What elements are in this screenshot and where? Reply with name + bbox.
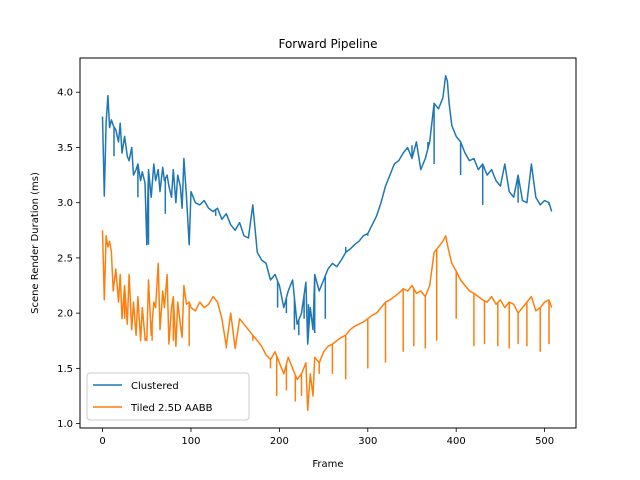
x-tick-label: 0 <box>99 436 105 447</box>
x-axis: 0 100 200 300 400 500 <box>99 428 554 447</box>
y-tick-label: 3.5 <box>57 143 73 154</box>
x-axis-label: Frame <box>312 459 343 470</box>
series-line-clustered <box>101 74 553 345</box>
legend-box <box>86 372 250 421</box>
y-tick-label: 4.0 <box>57 88 73 99</box>
x-tick-label: 200 <box>270 436 289 447</box>
y-tick-label: 2.5 <box>57 253 73 264</box>
legend-label-tiled-2-5d-aabb: Tiled 2.5D AABB <box>130 403 213 414</box>
x-tick-label: 400 <box>447 436 466 447</box>
x-tick-label: 500 <box>535 436 554 447</box>
y-tick-label: 3.0 <box>57 198 73 209</box>
y-axis-label: Scene Render Duration (ms) <box>30 172 41 314</box>
x-tick-label: 100 <box>181 436 200 447</box>
y-tick-label: 2.0 <box>57 309 73 320</box>
y-axis: 1.0 1.5 2.0 2.5 3.0 3.5 4.0 <box>57 88 80 430</box>
chart-title: Forward Pipeline <box>278 37 377 51</box>
x-tick-label: 300 <box>358 436 377 447</box>
legend-label-clustered: Clustered <box>131 381 179 392</box>
plot-lines <box>101 74 553 412</box>
legend: Clustered Tiled 2.5D AABB <box>86 372 250 421</box>
y-tick-label: 1.0 <box>57 419 73 430</box>
y-tick-label: 1.5 <box>57 364 73 375</box>
plot-frame <box>79 57 577 429</box>
series-line-tiled-2-5d-aabb <box>101 230 553 412</box>
